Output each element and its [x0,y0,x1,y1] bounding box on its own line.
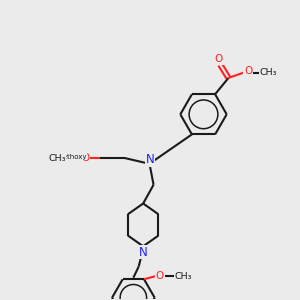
Text: N: N [139,246,148,259]
Text: methoxy: methoxy [56,154,87,160]
Text: O: O [155,271,163,281]
Text: CH₃: CH₃ [260,68,277,77]
Text: O: O [215,54,223,64]
Text: CH₃: CH₃ [175,272,192,281]
Text: N: N [146,153,154,166]
Text: O: O [81,153,89,163]
Text: O: O [244,66,252,76]
Text: CH₃: CH₃ [49,154,66,163]
